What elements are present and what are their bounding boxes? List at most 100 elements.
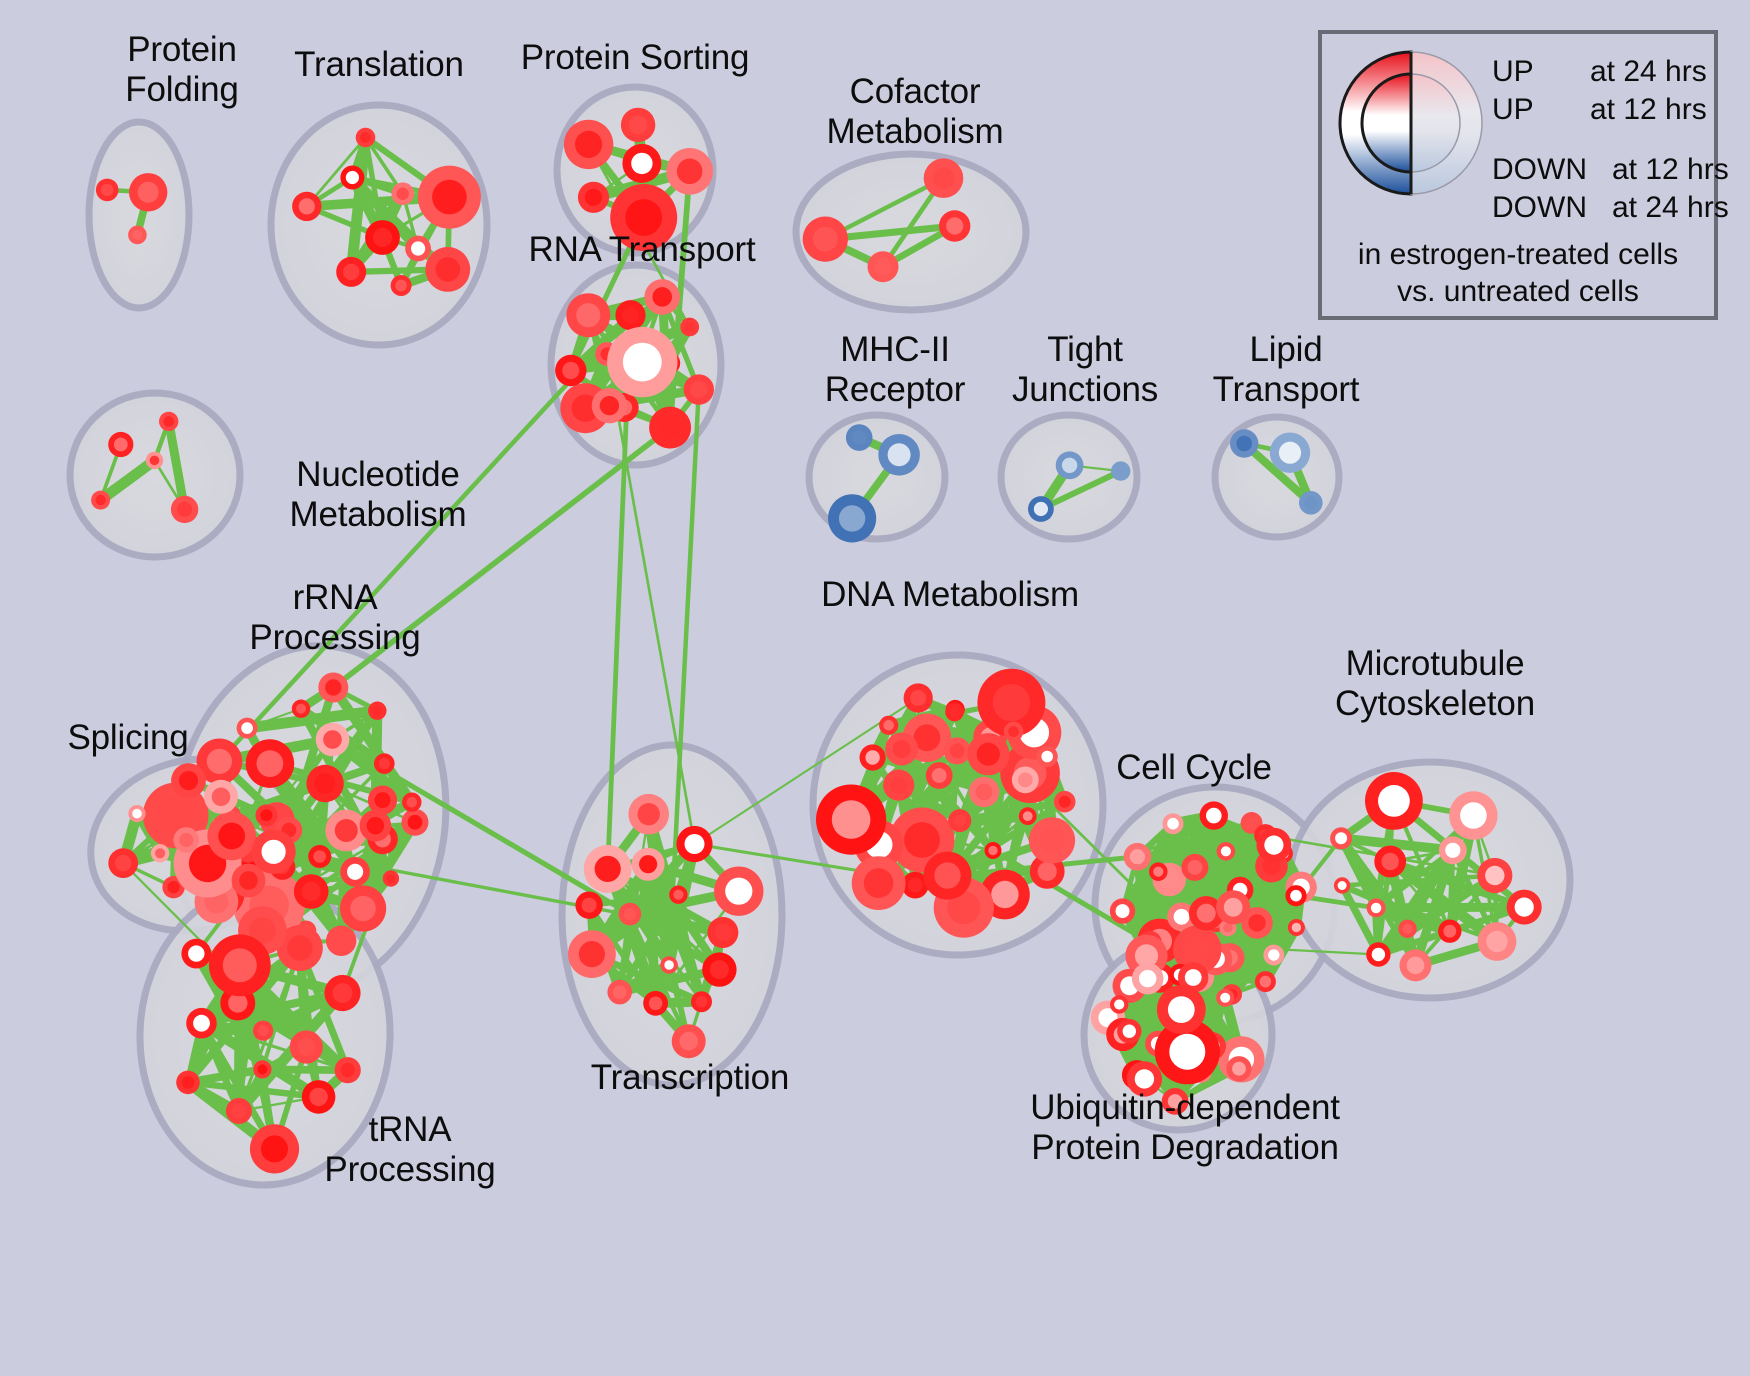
network-node[interactable] (1109, 898, 1136, 924)
network-node[interactable] (923, 158, 964, 198)
network-node[interactable] (390, 275, 412, 296)
network-node[interactable] (566, 293, 611, 338)
network-node[interactable] (1263, 944, 1285, 966)
network-node[interactable] (977, 668, 1046, 737)
network-node[interactable] (425, 247, 471, 292)
network-node[interactable] (883, 769, 915, 801)
network-node[interactable] (170, 495, 199, 524)
network-node[interactable] (1126, 1061, 1163, 1097)
network-node[interactable] (885, 732, 919, 766)
network-node[interactable] (610, 184, 678, 251)
network-node[interactable] (903, 683, 933, 713)
network-node[interactable] (367, 785, 398, 815)
network-node[interactable] (181, 938, 212, 969)
network-node[interactable] (355, 127, 376, 148)
network-node[interactable] (128, 805, 146, 823)
network-node[interactable] (984, 842, 1002, 859)
network-node[interactable] (563, 119, 614, 170)
network-node[interactable] (196, 738, 243, 785)
network-node[interactable] (615, 300, 646, 331)
network-node[interactable] (816, 784, 887, 855)
network-node[interactable] (326, 925, 357, 956)
network-node[interactable] (968, 776, 1000, 808)
network-node[interactable] (1365, 772, 1423, 830)
network-node[interactable] (204, 779, 238, 814)
network-node[interactable] (401, 808, 429, 836)
network-node[interactable] (669, 885, 688, 904)
network-node[interactable] (1162, 813, 1184, 835)
network-node[interactable] (1366, 942, 1391, 967)
network-node[interactable] (1287, 919, 1305, 936)
network-node[interactable] (1149, 862, 1168, 881)
network-node[interactable] (1011, 766, 1039, 794)
network-node[interactable] (417, 165, 481, 229)
network-node[interactable] (591, 388, 628, 424)
network-node[interactable] (622, 143, 662, 183)
network-node[interactable] (1449, 791, 1498, 840)
network-node[interactable] (340, 857, 370, 887)
network-node[interactable] (1226, 1056, 1252, 1082)
network-node[interactable] (402, 792, 422, 812)
network-node[interactable] (1036, 745, 1058, 768)
network-node[interactable] (644, 279, 680, 315)
network-node[interactable] (318, 672, 349, 703)
network-node[interactable] (253, 1020, 274, 1041)
network-node[interactable] (1167, 902, 1196, 932)
network-node[interactable] (159, 411, 179, 432)
network-node[interactable] (129, 173, 168, 212)
network-node[interactable] (171, 763, 206, 798)
network-node[interactable] (1188, 896, 1224, 931)
network-node[interactable] (405, 235, 431, 262)
network-node[interactable] (253, 1060, 272, 1079)
network-node[interactable] (1117, 1018, 1142, 1044)
network-node[interactable] (292, 191, 322, 222)
network-node[interactable] (1154, 1019, 1220, 1085)
network-node[interactable] (702, 952, 737, 987)
network-node[interactable] (173, 827, 199, 853)
network-node[interactable] (671, 1024, 706, 1059)
network-node[interactable] (276, 925, 323, 971)
network-node[interactable] (1477, 857, 1513, 894)
network-node[interactable] (315, 722, 350, 757)
network-node[interactable] (1003, 721, 1024, 742)
network-node[interactable] (1216, 842, 1236, 861)
network-node[interactable] (324, 974, 361, 1012)
network-node[interactable] (186, 1007, 217, 1039)
network-node[interactable] (1299, 491, 1323, 515)
network-node[interactable] (714, 866, 764, 916)
network-node[interactable] (1366, 898, 1386, 918)
network-node[interactable] (1333, 877, 1351, 894)
network-node[interactable] (325, 809, 368, 852)
network-node[interactable] (1230, 429, 1259, 458)
network-node[interactable] (1173, 925, 1222, 974)
network-node[interactable] (851, 856, 906, 910)
network-node[interactable] (382, 870, 400, 887)
network-node[interactable] (867, 251, 899, 283)
network-node[interactable] (577, 181, 610, 213)
network-node[interactable] (1254, 971, 1276, 993)
network-node[interactable] (1216, 988, 1235, 1007)
network-node[interactable] (618, 902, 642, 926)
network-node[interactable] (1110, 995, 1129, 1014)
network-node[interactable] (939, 210, 971, 242)
network-node[interactable] (1256, 827, 1292, 863)
network-node[interactable] (1028, 496, 1054, 522)
network-node[interactable] (128, 225, 147, 245)
network-node[interactable] (967, 733, 1010, 776)
network-node[interactable] (1131, 962, 1164, 995)
network-node[interactable] (374, 753, 395, 774)
network-node[interactable] (575, 891, 603, 919)
network-node[interactable] (306, 764, 344, 803)
network-node[interactable] (707, 917, 739, 948)
network-node[interactable] (620, 107, 656, 143)
network-node[interactable] (845, 424, 873, 451)
network-node[interactable] (150, 844, 170, 863)
network-node[interactable] (948, 809, 972, 833)
network-node[interactable] (1477, 922, 1517, 961)
network-node[interactable] (368, 701, 387, 720)
network-node[interactable] (1028, 817, 1076, 864)
network-node[interactable] (334, 1057, 361, 1084)
network-node[interactable] (289, 1030, 323, 1064)
network-node[interactable] (1330, 827, 1353, 850)
network-node[interactable] (291, 699, 311, 718)
